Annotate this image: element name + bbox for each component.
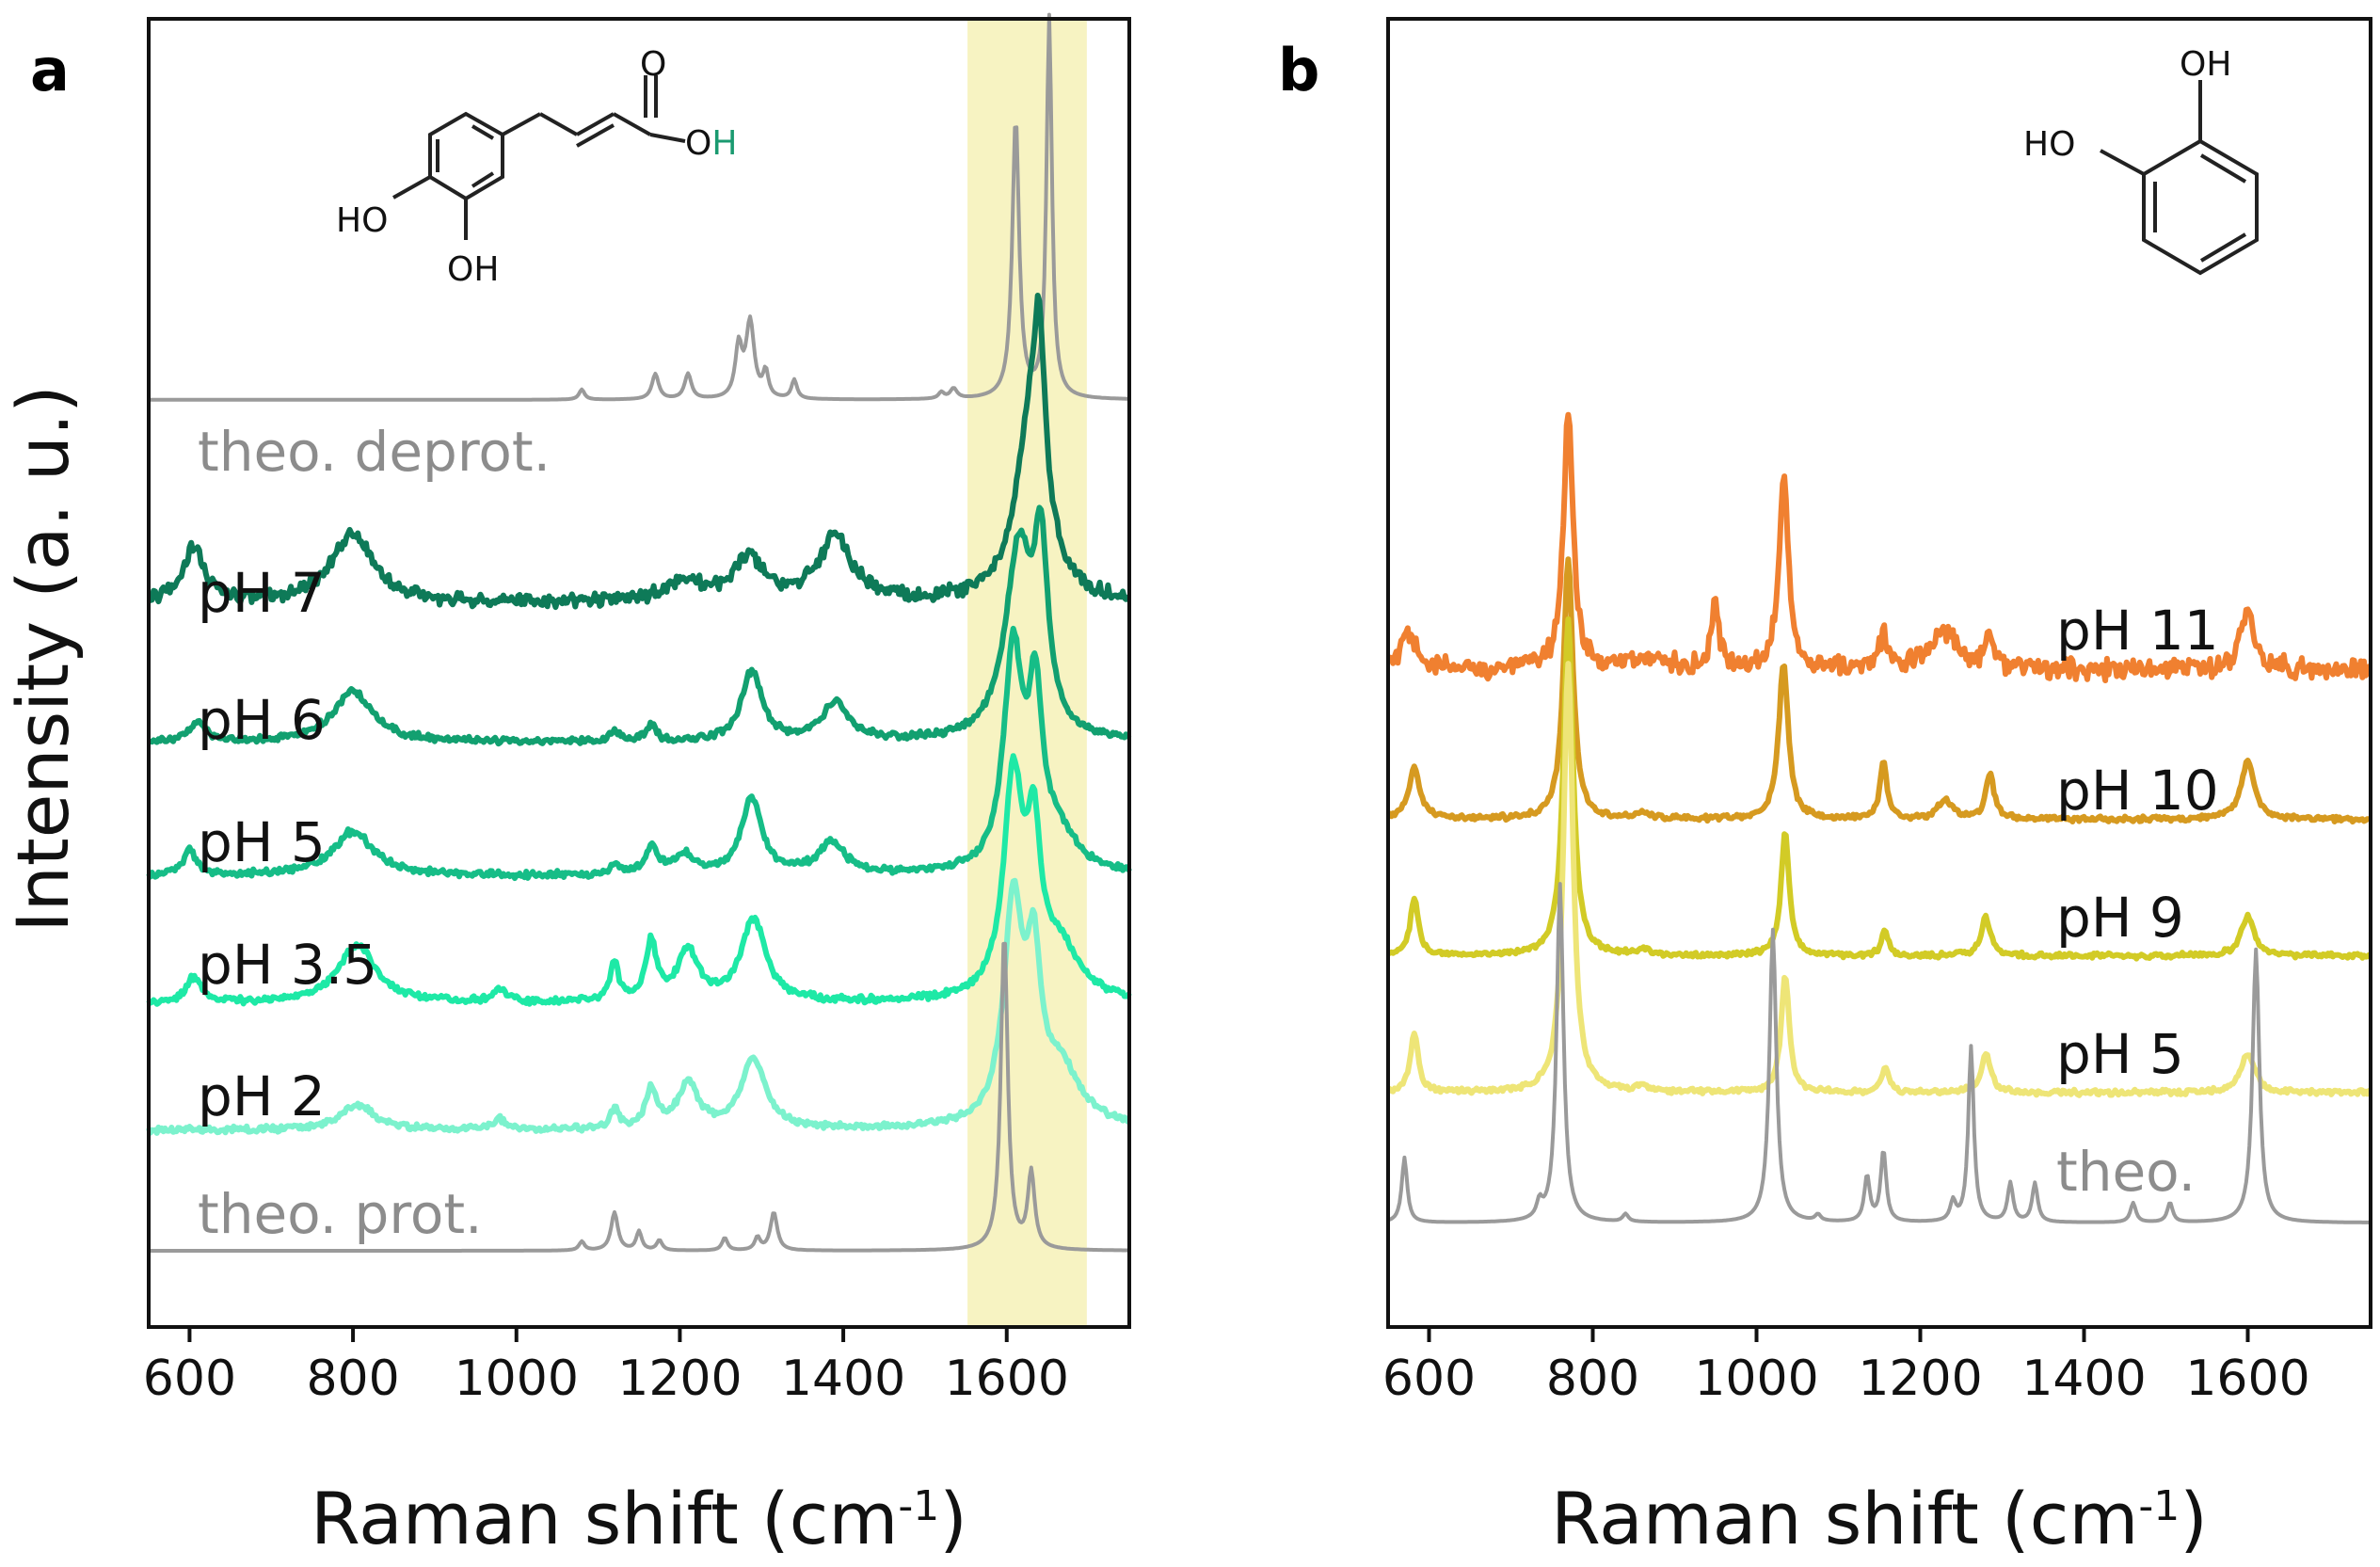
series-label-a-2: pH 6 <box>198 688 326 752</box>
series-label-b-4: theo. <box>2056 1140 2196 1204</box>
mol-a-ho-left: HO <box>336 201 388 240</box>
x-tick-label-a-3: 1200 <box>617 1351 742 1407</box>
mol-a-acid-oh: OH <box>685 124 737 163</box>
x-tick-label-b-0: 600 <box>1382 1351 1476 1407</box>
x-tick-label-a-1: 800 <box>306 1351 399 1407</box>
series-label-a-4: pH 3.5 <box>198 933 377 997</box>
x-tick-label-a-5: 1600 <box>945 1351 1069 1407</box>
series-line-a-5 <box>146 877 1131 1136</box>
y-axis-title: Intensity (a. u.) <box>1 385 85 932</box>
caffeic-acid-structure <box>392 75 686 240</box>
panel-b: 600 800 1000 1200 1400 1600 pH 11 pH 10 pH 9 pH … <box>1382 17 2373 1560</box>
series-label-a-5: pH 2 <box>198 1064 326 1128</box>
mol-b-ho-left: HO <box>2023 125 2075 164</box>
x-tick-label-b-5: 1600 <box>2185 1351 2309 1407</box>
x-tick-label-b-4: 1400 <box>2021 1351 2146 1407</box>
panel-a-highlight-band <box>967 19 1087 1327</box>
series-label-a-0: theo. deprot. <box>198 420 551 484</box>
x-tick-label-a-2: 1000 <box>455 1351 579 1407</box>
x-tick-label-a-4: 1400 <box>781 1351 905 1407</box>
mol-b-oh-top: OH <box>2180 45 2231 84</box>
series-label-b-1: pH 10 <box>2056 759 2219 823</box>
series-line-a-2 <box>147 504 1132 747</box>
panel-a-frame <box>147 17 1131 1329</box>
x-tick-label-b-2: 1000 <box>1694 1351 1818 1407</box>
mol-a-oh-bottom: OH <box>447 250 499 289</box>
series-label-a-6: theo. prot. <box>198 1182 483 1246</box>
panel-a: 600 800 1000 1200 1400 1600 theo. deprot. pH 7… <box>143 12 1132 1560</box>
series-label-b-2: pH 9 <box>2056 886 2184 950</box>
series-label-a-3: pH 5 <box>198 810 326 874</box>
series-label-b-3: pH 5 <box>2056 1022 2184 1086</box>
panel-a-letter: a <box>30 36 70 104</box>
series-line-b-3 <box>1386 661 2372 1098</box>
catechol-structure <box>2100 80 2259 276</box>
series-line-b-1 <box>1386 556 2372 825</box>
panel-b-letter: b <box>1278 36 1319 104</box>
series-label-b-0: pH 11 <box>2056 599 2219 663</box>
series-label-a-1: pH 7 <box>198 561 326 625</box>
series-line-a-0 <box>148 12 1130 402</box>
series-line-a-1 <box>146 293 1131 611</box>
panel-b-frame <box>1386 17 2372 1329</box>
mol-a-carbonyl-o: O <box>640 45 666 84</box>
series-line-a-3 <box>146 625 1132 882</box>
x-tick-label-a-0: 600 <box>143 1351 236 1407</box>
series-line-b-0 <box>1386 411 2373 683</box>
series-line-b-4 <box>1387 882 2372 1224</box>
series-line-a-6 <box>148 941 1130 1253</box>
x-tick-label-b-1: 800 <box>1546 1351 1639 1407</box>
series-line-b-2 <box>1386 616 2373 962</box>
panel-b-x-axis-title: Raman shift (cm-1) <box>1551 1477 2208 1560</box>
x-tick-label-b-3: 1200 <box>1858 1351 1982 1407</box>
panel-a-x-axis-title: Raman shift (cm-1) <box>311 1477 967 1560</box>
series-line-a-4 <box>146 753 1132 1007</box>
